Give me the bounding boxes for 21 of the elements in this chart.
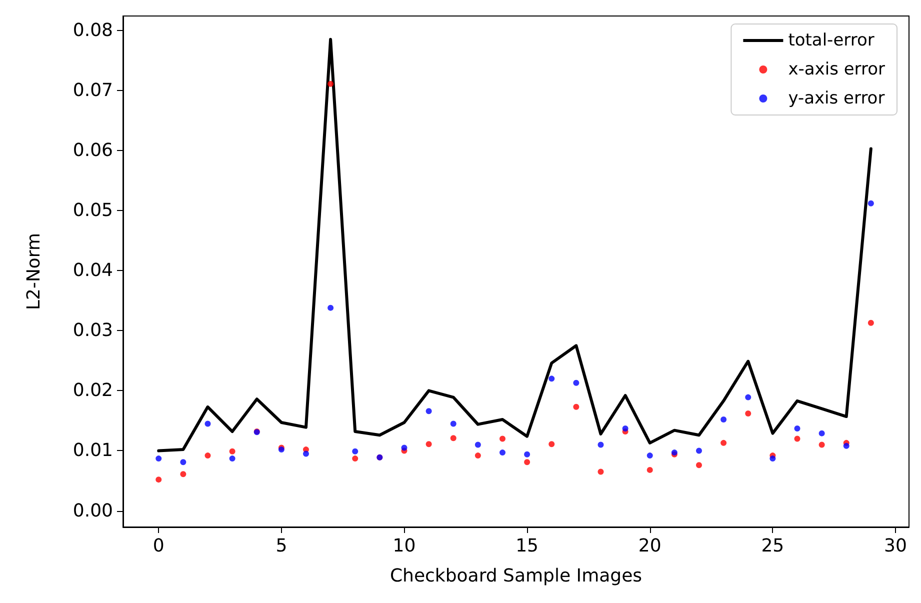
x-tick-label: 30 [884, 536, 907, 556]
x-tick-label: 20 [638, 536, 662, 556]
x-tick-label: 5 [276, 536, 288, 556]
y-tick-label: 0.06 [72, 140, 113, 162]
y-axis-title: L2-Norm [24, 232, 44, 310]
y-tick-label: 0.04 [72, 260, 113, 282]
y-tick-label: 0.03 [72, 320, 113, 342]
y-tick-label: 0.07 [72, 80, 113, 101]
x-tick-label: 25 [761, 536, 784, 556]
x-axis-title: Checkboard Sample Images [390, 566, 642, 586]
x-tick-label: 15 [516, 536, 539, 556]
y-tick-label: 0.02 [72, 380, 113, 402]
x-tick-label: 10 [392, 536, 416, 556]
legend-label: total-error [788, 30, 874, 50]
legend-label: x-axis error [788, 60, 886, 80]
legend-label: y-axis error [788, 88, 885, 108]
x-tick-label: 0 [152, 536, 164, 556]
y-tick-label: 0.08 [72, 20, 113, 41]
y-tick-label: 0.05 [72, 200, 113, 222]
y-tick-label: 0.00 [72, 500, 113, 522]
y-tick-label: 0.01 [72, 440, 113, 462]
